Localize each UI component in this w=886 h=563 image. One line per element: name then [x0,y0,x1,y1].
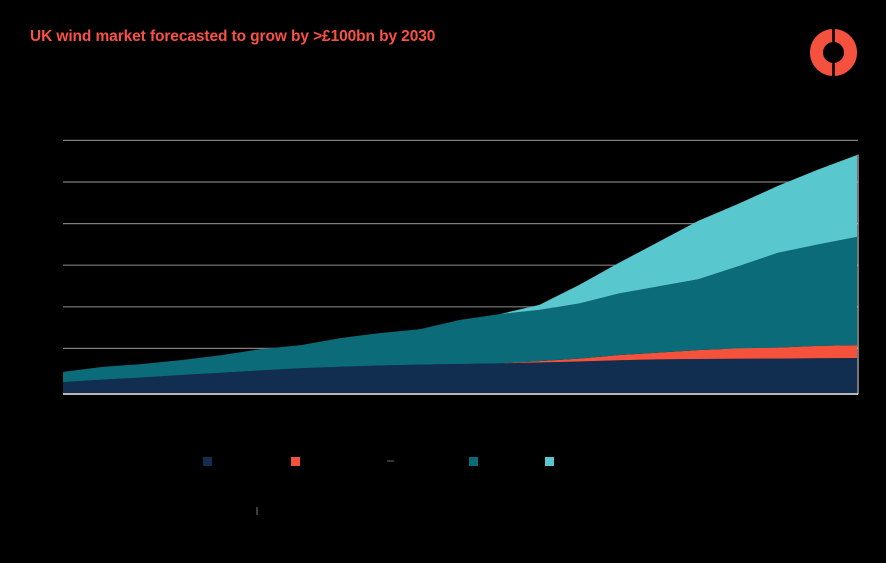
area-series-2-red [63,345,857,383]
legend-swatch-light-teal [545,457,554,466]
stray-mark-legend-dash [387,460,394,462]
stray-mark-footnote-tick [256,507,258,515]
legend-swatch-red [291,457,300,466]
legend-swatch-navy [203,457,212,466]
split-donut-logo-icon [810,26,857,79]
legend-swatch-teal [469,457,478,466]
area-series-4-light-teal [63,155,857,372]
area-series-3-teal [63,236,857,383]
area-series-1-navy [63,358,857,393]
page-title: UK wind market forecasted to grow by >£1… [30,28,436,45]
